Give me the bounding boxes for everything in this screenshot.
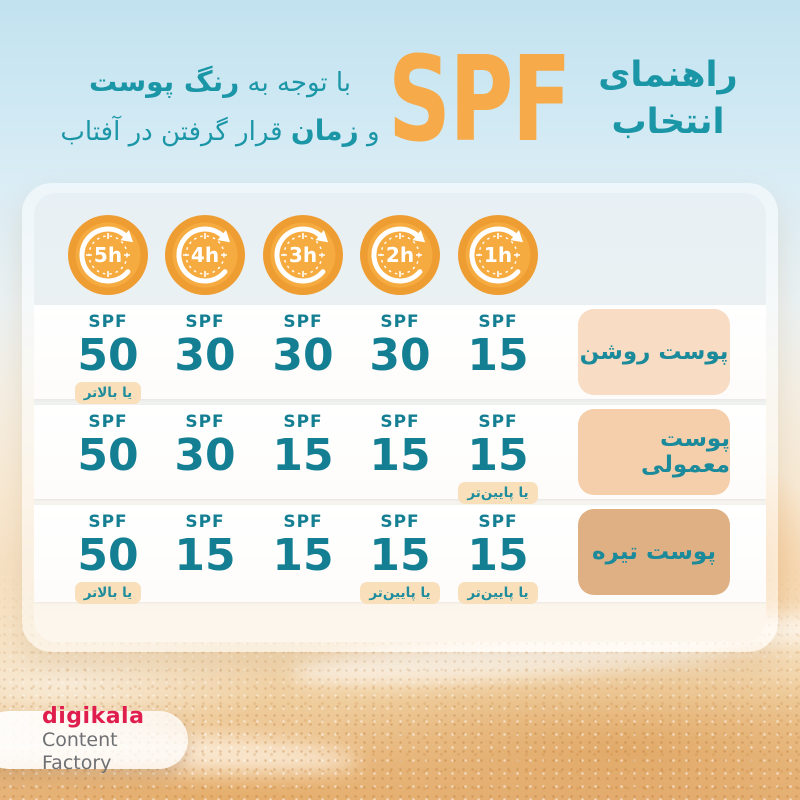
clock-3h-icon: 3h [263, 215, 343, 295]
clock-2h-icon: 2h [360, 215, 440, 295]
spf-cell: SPF 30 [253, 305, 353, 379]
spf-value: 15 [174, 530, 236, 581]
spf-value: 15 [272, 530, 334, 581]
spf-cell: SPF 15 یا پایین‌تر [350, 505, 450, 605]
spf-value: 30 [369, 330, 431, 381]
clock-5h-icon: 5h [68, 215, 148, 295]
spf-value: 30 [174, 330, 236, 381]
page-subtitle: با توجه به رنگ پوست و زمان قرار گرفتن در… [52, 58, 388, 156]
spf-value: 50 [77, 430, 139, 481]
svg-text:1h: 1h [484, 243, 512, 267]
digikala-logo: digikala [42, 704, 145, 730]
spf-value: 15 [467, 530, 529, 581]
spf-cell: SPF 50 یا بالاتر [58, 505, 158, 605]
title-line-2: انتخاب [611, 102, 725, 142]
spf-cell: SPF 15 [448, 305, 548, 379]
spf-table-card: 5h 4h 3h [22, 183, 778, 652]
table-row-normal-skin: SPF 50 SPF 30 SPF 15 SPF 15 SPF 15 یا پا… [34, 405, 766, 505]
spf-value: 50 [77, 530, 139, 581]
or-higher-badge: یا بالاتر [74, 382, 142, 405]
subtitle-line-1: با توجه به رنگ پوست [88, 65, 352, 98]
spf-value: 15 [272, 430, 334, 481]
spf-value: 30 [174, 430, 236, 481]
spf-cell: SPF 15 [253, 505, 353, 579]
table-row-dark-skin: SPF 50 یا بالاتر SPF 15 SPF 15 SPF 15 یا… [34, 505, 766, 605]
svg-text:5h: 5h [94, 243, 122, 267]
svg-text:2h: 2h [386, 243, 414, 267]
spf-cell: SPF 30 [155, 305, 255, 379]
spf-cell: SPF 15 یا پایین‌تر [448, 405, 548, 505]
svg-text:4h: 4h [191, 243, 219, 267]
skin-type-label-normal: پوست معمولی [578, 409, 730, 495]
spf-logo: SPF [388, 30, 572, 168]
spf-cell: SPF 30 [350, 305, 450, 379]
or-higher-badge: یا بالاتر [74, 582, 142, 605]
spf-cell: SPF 15 [253, 405, 353, 479]
page-title: راهنمای انتخاب [598, 52, 738, 146]
brand-badge: digikala Content Factory [0, 704, 188, 774]
spf-cell: SPF 15 [350, 405, 450, 479]
spf-value: 15 [467, 330, 529, 381]
spf-cell: SPF 50 [58, 405, 158, 479]
spf-cell: SPF 15 [155, 505, 255, 579]
svg-text:3h: 3h [289, 243, 317, 267]
subtitle-line-2: و زمان قرار گرفتن در آفتاب [60, 114, 380, 147]
spf-value: 50 [77, 330, 139, 381]
or-lower-badge: یا پایین‌تر [360, 582, 440, 605]
or-lower-badge: یا پایین‌تر [458, 582, 538, 605]
brand-tagline: Content Factory [42, 729, 118, 775]
skin-type-label-light: پوست روشن [578, 309, 730, 395]
spf-cell: SPF 30 [155, 405, 255, 479]
spf-cell: SPF 15 یا پایین‌تر [448, 505, 548, 605]
title-line-1: راهنمای [598, 55, 738, 95]
spf-value: 30 [272, 330, 334, 381]
spf-value: 15 [369, 530, 431, 581]
duration-header-row: 5h 4h 3h [34, 215, 766, 295]
spf-caption: SPF [88, 312, 128, 332]
or-lower-badge: یا پایین‌تر [458, 482, 538, 505]
skin-type-label-dark: پوست تیره [578, 509, 730, 595]
spf-value: 15 [369, 430, 431, 481]
table-row-light-skin: SPF 50 یا بالاتر SPF 30 SPF 30 SPF 30 SP… [34, 305, 766, 405]
spf-table-panel: 5h 4h 3h [34, 193, 766, 642]
clock-1h-icon: 1h [458, 215, 538, 295]
clock-4h-icon: 4h [165, 215, 245, 295]
spf-value: 15 [467, 430, 529, 481]
spf-cell: SPF 50 یا بالاتر [58, 305, 158, 405]
